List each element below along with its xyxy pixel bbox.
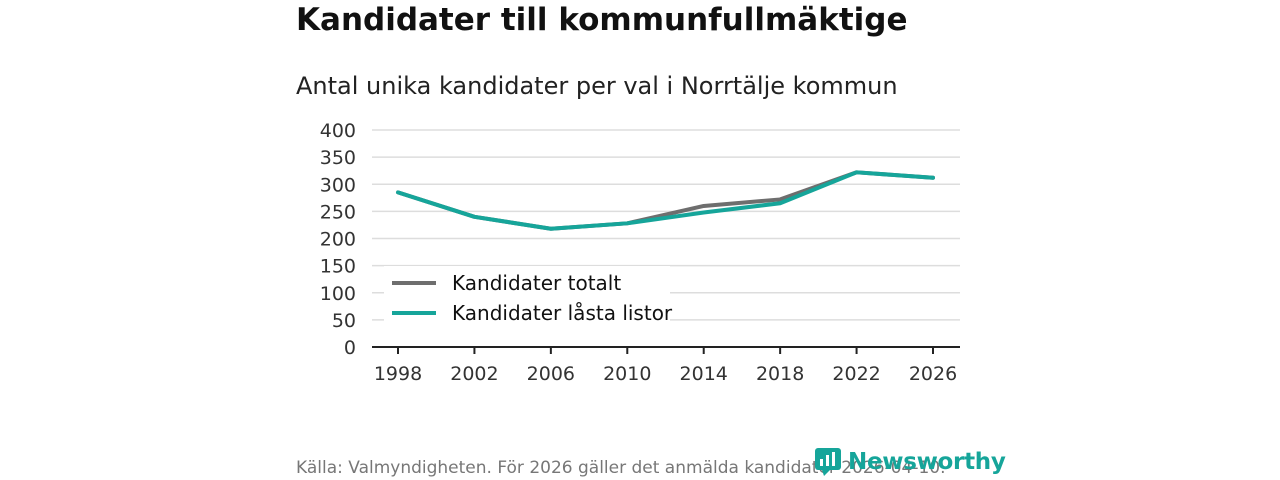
legend-label: Kandidater totalt — [452, 271, 621, 295]
x-tick-label: 2018 — [756, 363, 804, 385]
source-note: Källa: Valmyndigheten. För 2026 gäller d… — [296, 458, 946, 478]
series-line-total — [396, 170, 935, 231]
newsworthy-logo-icon — [815, 448, 841, 476]
grid-lines — [372, 129, 960, 348]
x-tick-label: 2026 — [909, 363, 957, 385]
y-axis-ticks: 0 50 100 150 200 250 300 350 400 — [320, 120, 356, 359]
legend-background — [384, 266, 670, 326]
legend-label: Kandidater låsta listor — [452, 301, 673, 325]
x-tick-label: 2002 — [450, 363, 498, 385]
newsworthy-logo-text: Newsworthy — [848, 449, 1006, 475]
y-tick-label: 150 — [320, 256, 356, 278]
y-tick-label: 100 — [320, 283, 356, 305]
chart-title: Kandidater till kommunfullmäktige — [296, 2, 908, 38]
y-tick-label: 50 — [332, 310, 356, 332]
x-tick-label: 2014 — [680, 363, 728, 385]
x-tick-label: 2010 — [603, 363, 651, 385]
series-lines — [396, 170, 935, 231]
y-tick-label: 0 — [344, 337, 356, 359]
y-tick-label: 300 — [320, 174, 356, 196]
series-line-locked-lists — [396, 170, 935, 231]
y-tick-label: 350 — [320, 147, 356, 169]
x-tick-label: 2022 — [832, 363, 880, 385]
newsworthy-logo: Newsworthy — [814, 447, 1006, 477]
chart-subtitle: Antal unika kandidater per val i Norrtäl… — [296, 72, 898, 100]
y-tick-label: 200 — [320, 229, 356, 251]
x-axis-ticks: 1998 2002 2006 2010 2014 2018 2022 2026 — [374, 347, 957, 385]
y-tick-label: 400 — [320, 120, 356, 142]
y-tick-label: 250 — [320, 201, 356, 223]
legend: Kandidater totalt Kandidater låsta listor — [384, 266, 673, 326]
x-tick-label: 1998 — [374, 363, 422, 385]
x-tick-label: 2006 — [527, 363, 575, 385]
